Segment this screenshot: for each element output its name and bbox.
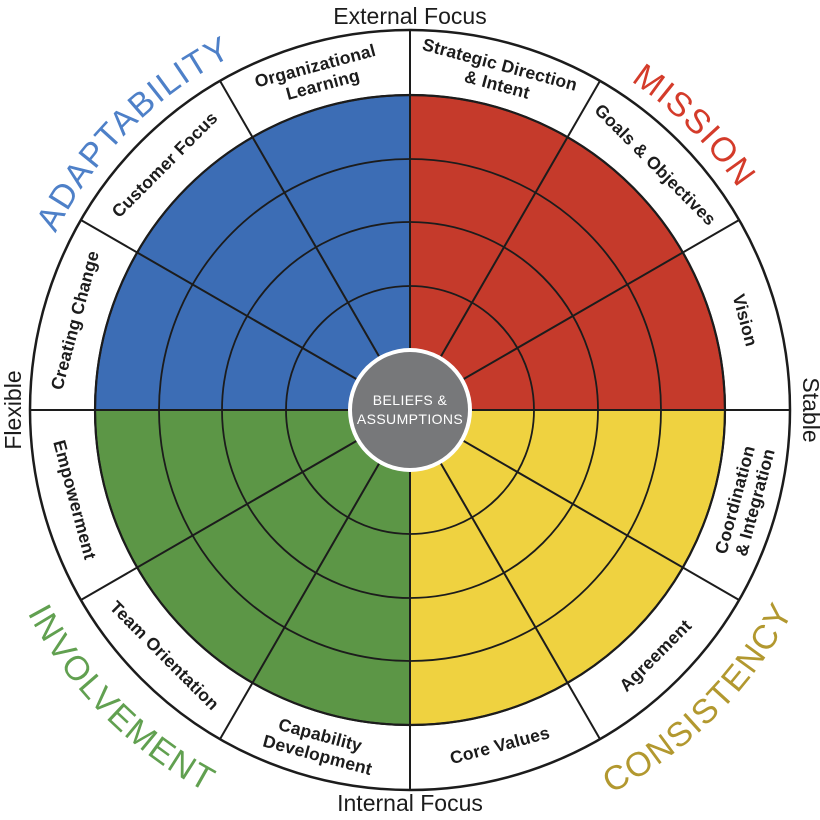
axis-labels: External Focus Internal Focus Flexible S… (0, 3, 820, 816)
spoke-30 (409, 80, 601, 411)
consistency-quadrant-sector (409, 409, 727, 727)
mission-quadrant-sector (409, 93, 727, 411)
segment-vision: Vision (729, 292, 762, 349)
spoke-210 (219, 409, 411, 740)
axis-label-internal-focus: Internal Focus (337, 790, 483, 816)
spoke-120 (409, 409, 740, 601)
axis-label-stable: Stable (798, 377, 820, 442)
center-hub-circle (352, 352, 468, 468)
center-label-line1: BELIEFS & (373, 392, 448, 408)
center-label-line2: ASSUMPTIONS (357, 411, 463, 427)
spoke-150 (409, 409, 601, 740)
adaptability-quadrant-sector (93, 93, 411, 411)
segment-empowerment: Empowerment (49, 438, 100, 562)
axis-label-flexible: Flexible (0, 370, 26, 449)
segment-creating-change: Creating Change (47, 248, 103, 391)
spoke-240 (80, 409, 411, 601)
axis-label-external-focus: External Focus (333, 3, 486, 29)
radial-spokes (30, 30, 790, 790)
involvement-quadrant-sector (93, 409, 411, 727)
spoke-330 (219, 80, 411, 411)
spoke-300 (80, 219, 411, 411)
segment-core-values: Core Values (448, 722, 552, 768)
spoke-60 (409, 219, 740, 411)
disc-edge-circle (93, 93, 727, 727)
heading-mission: MISSION (626, 57, 763, 194)
